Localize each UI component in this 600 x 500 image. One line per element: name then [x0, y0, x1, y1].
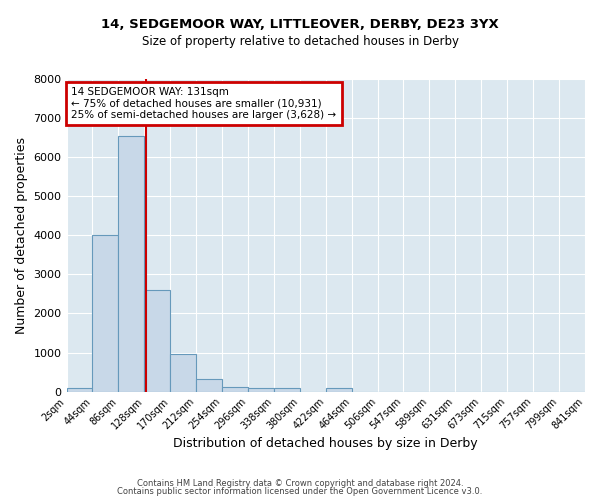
Text: 14, SEDGEMOOR WAY, LITTLEOVER, DERBY, DE23 3YX: 14, SEDGEMOOR WAY, LITTLEOVER, DERBY, DE…	[101, 18, 499, 30]
Text: Contains HM Land Registry data © Crown copyright and database right 2024.: Contains HM Land Registry data © Crown c…	[137, 478, 463, 488]
Bar	[118, 136, 145, 392]
Y-axis label: Number of detached properties: Number of detached properties	[15, 137, 28, 334]
Bar	[248, 388, 274, 392]
Bar	[274, 388, 300, 392]
Text: Contains public sector information licensed under the Open Government Licence v3: Contains public sector information licen…	[118, 487, 482, 496]
Text: 14 SEDGEMOOR WAY: 131sqm
← 75% of detached houses are smaller (10,931)
25% of se: 14 SEDGEMOOR WAY: 131sqm ← 75% of detach…	[71, 87, 337, 120]
Bar	[196, 380, 222, 392]
Bar	[92, 236, 118, 392]
Bar	[170, 354, 196, 392]
Text: Size of property relative to detached houses in Derby: Size of property relative to detached ho…	[142, 35, 458, 48]
Bar	[145, 290, 170, 392]
Bar	[67, 388, 92, 392]
Bar	[222, 387, 248, 392]
Bar	[326, 388, 352, 392]
X-axis label: Distribution of detached houses by size in Derby: Distribution of detached houses by size …	[173, 437, 478, 450]
